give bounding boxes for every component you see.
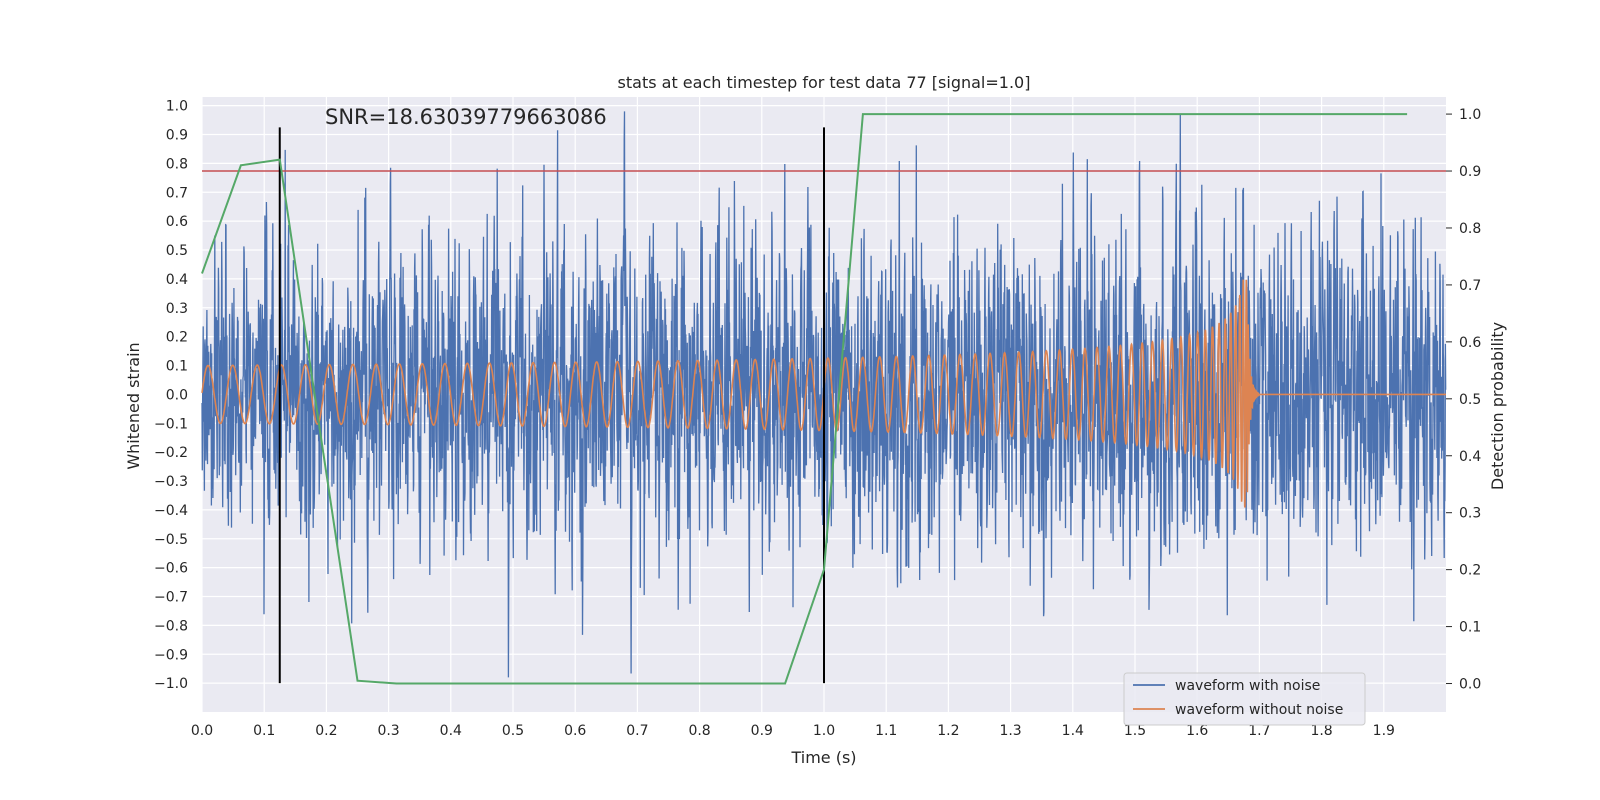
y2-tick-label: 0.6 [1459, 335, 1481, 351]
y2-tick-label: 0.5 [1459, 392, 1481, 408]
x-tick-label: 1.2 [937, 723, 959, 739]
y2-tick-label: 0.4 [1459, 449, 1481, 465]
y2-tick-label: 0.2 [1459, 563, 1481, 579]
probability-layer [201, 113, 1408, 685]
x-axis-label: Time (s) [790, 748, 856, 767]
x-tick-label: 1.7 [1248, 723, 1270, 739]
y2-axis-label: Detection probability [1488, 322, 1507, 490]
x-tick-label: 1.5 [1124, 723, 1146, 739]
y-tick-label: 0.6 [166, 214, 188, 230]
x-tick-label: 1.4 [1062, 723, 1084, 739]
y-tick-label: −0.6 [154, 561, 188, 577]
x-tick-label: 0.2 [315, 723, 337, 739]
x-tick-label: 1.0 [813, 723, 835, 739]
y-tick-label: 0.8 [166, 156, 188, 172]
y2-tick-label: 0.1 [1459, 620, 1481, 636]
x-tick-label: 0.8 [688, 723, 710, 739]
y-tick-label: 0.4 [166, 272, 188, 288]
y-tick-label: −0.8 [154, 618, 188, 634]
legend-box [1123, 672, 1366, 726]
chart-title: stats at each timestep for test data 77 … [618, 73, 1031, 92]
legend-label-clean: waveform without noise [1175, 702, 1343, 718]
markers [202, 127, 1446, 684]
y2-tick-label: 0.0 [1459, 677, 1481, 693]
y-tick-label: −0.1 [154, 416, 188, 432]
y-tick-label: 0.1 [166, 359, 188, 375]
y-tick-label: −0.3 [154, 474, 188, 490]
y-tick-label: 1.0 [166, 99, 188, 115]
x-tick-label: 1.3 [999, 723, 1021, 739]
y2-tick-label: 0.8 [1459, 221, 1481, 237]
y-tick-label: −0.5 [154, 532, 188, 548]
x-tick-label: 1.8 [1310, 723, 1332, 739]
snr-annotation: SNR=18.63039779663086 [325, 105, 607, 129]
x-tick-label: 0.6 [564, 723, 586, 739]
y-tick-label: −0.7 [154, 590, 188, 606]
y-tick-label: 0.2 [166, 330, 188, 346]
y-tick-label: 0.7 [166, 185, 188, 201]
y-tick-label: −0.2 [154, 445, 188, 461]
y2-tick-label: 1.0 [1459, 107, 1481, 123]
y-axis-right: 1.0 0.9 0.8 0.7 0.6 0.5 0.4 0.3 0.2 0.1 0.0 [1446, 107, 1481, 693]
x-tick-label: 0.0 [191, 723, 213, 739]
y-tick-label: −0.4 [154, 503, 188, 519]
y-tick-label: 0.9 [166, 128, 188, 144]
x-tick-label: 1.6 [1186, 723, 1208, 739]
x-tick-label: 1.9 [1373, 723, 1395, 739]
legend-label-noise: waveform with noise [1175, 678, 1320, 694]
y-axis-left: 1.0 0.9 0.8 0.7 0.6 0.5 0.4 0.3 0.2 0.1 0.0 −0.1 −0.… [154, 99, 188, 692]
x-tick-label: 0.1 [253, 723, 275, 739]
x-tick-label: 1.1 [875, 723, 897, 739]
x-tick-label: 0.9 [751, 723, 773, 739]
y-tick-label: 0.3 [166, 301, 188, 317]
y2-tick-label: 0.9 [1459, 164, 1481, 180]
y-tick-label: 0.5 [166, 243, 188, 259]
y-axis-label: Whitened strain [124, 342, 143, 469]
y2-tick-label: 0.3 [1459, 506, 1481, 522]
y-tick-label: −0.9 [154, 647, 188, 663]
y2-tick-label: 0.7 [1459, 278, 1481, 294]
x-tick-label: 0.5 [502, 723, 524, 739]
y-tick-label: −1.0 [154, 676, 188, 692]
legend: waveform with noise waveform without noi… [1123, 672, 1366, 726]
y-tick-label: 0.0 [166, 387, 188, 403]
x-axis: 0.0 0.1 0.2 0.3 0.4 0.5 0.6 0.7 0.8 0.9 1.0 1.1 1.2 1… [191, 723, 1395, 739]
series-detection-probability [201, 113, 1408, 685]
x-tick-label: 0.4 [440, 723, 462, 739]
x-tick-label: 0.7 [626, 723, 648, 739]
x-tick-label: 0.3 [377, 723, 399, 739]
